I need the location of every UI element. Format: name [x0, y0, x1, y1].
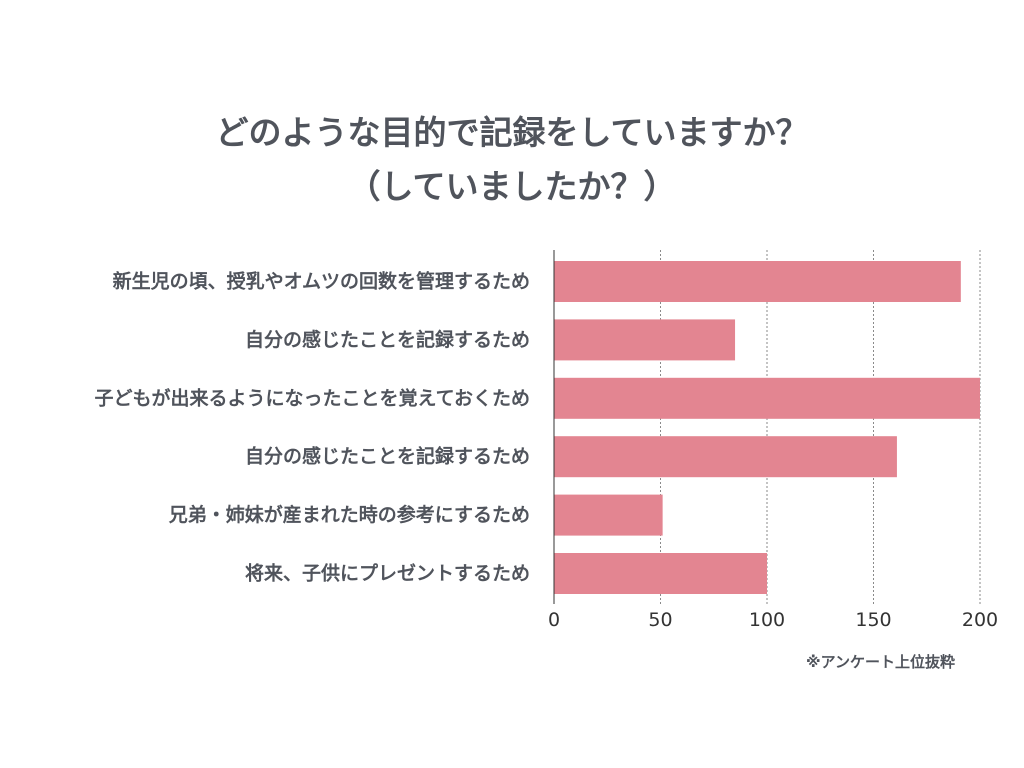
bar-4 [554, 436, 897, 478]
bar-1 [554, 261, 961, 302]
x-tick-label-100: 100 [749, 609, 785, 631]
chart-title-line-2: （していましたか？） [347, 167, 677, 206]
category-label-2: 自分の感じたことを記録するため [245, 328, 530, 351]
chart-note: ※アンケート上位抜粋 [806, 653, 955, 671]
category-label-5: 兄弟・姉妹が産まれた時の参考にするため [168, 503, 530, 526]
x-tick-label-150: 150 [855, 609, 891, 631]
category-label-6: 将来、子供にプレゼントするため [245, 562, 530, 585]
chart-title-line-1: どのような目的で記録をしていますか？ [215, 113, 809, 152]
bar-5 [554, 494, 663, 536]
x-tick-label-0: 0 [548, 609, 560, 631]
bar-3 [554, 377, 980, 419]
x-tick-label-50: 50 [648, 609, 672, 631]
category-label-3: 子どもが出来るようになったことを覚えておくため [95, 386, 530, 409]
category-label-1: 新生児の頃、授乳やオムツの回数を管理するため [113, 270, 530, 293]
chart-title: どのような目的で記録をしていますか？ （していましたか？） [0, 106, 1024, 214]
bar-2 [554, 319, 736, 361]
x-tick-label-200: 200 [962, 609, 998, 631]
bar-6 [554, 553, 767, 594]
category-label-4: 自分の感じたことを記録するため [245, 445, 530, 468]
